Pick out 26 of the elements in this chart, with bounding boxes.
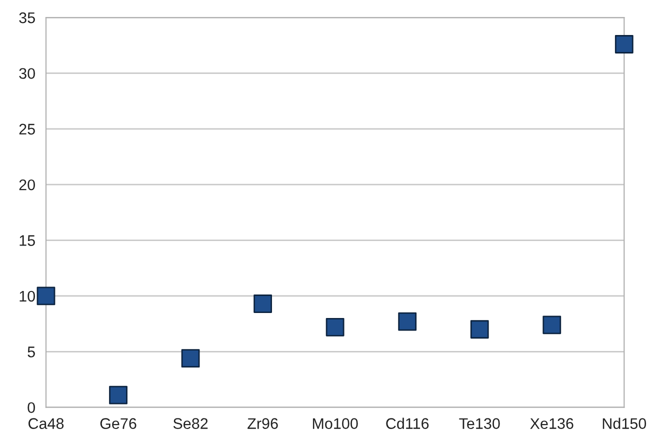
y-tick-label: 30 xyxy=(19,68,35,79)
point xyxy=(181,349,200,368)
y-tick-label: 10 xyxy=(20,290,35,302)
point xyxy=(614,35,634,54)
point xyxy=(326,318,344,336)
x-tick-label: Se82 xyxy=(173,418,208,429)
x-tick-label: Nd150 xyxy=(602,418,646,429)
y-tick-label: 15 xyxy=(20,235,35,246)
point xyxy=(470,320,489,339)
y-tick-label: 35 xyxy=(19,12,35,24)
y-tick-label: 25 xyxy=(19,124,35,135)
point xyxy=(36,286,56,306)
point xyxy=(109,386,128,404)
point xyxy=(398,312,417,331)
y-tick-label: 20 xyxy=(19,179,35,190)
x-tick-label: Ca48 xyxy=(28,418,64,429)
y-tick-label: 0 xyxy=(28,402,35,414)
x-tick-label: Xe136 xyxy=(530,418,574,429)
y-tick-label: 5 xyxy=(28,346,35,358)
x-tick-label: Zr96 xyxy=(248,418,278,429)
x-tick-label: Mo100 xyxy=(312,418,358,429)
x-tick-label: Te130 xyxy=(459,418,500,429)
x-tick-label: Cd116 xyxy=(386,418,429,429)
x-tick-label: Ge76 xyxy=(100,418,136,429)
point xyxy=(254,294,272,313)
point xyxy=(542,316,562,334)
